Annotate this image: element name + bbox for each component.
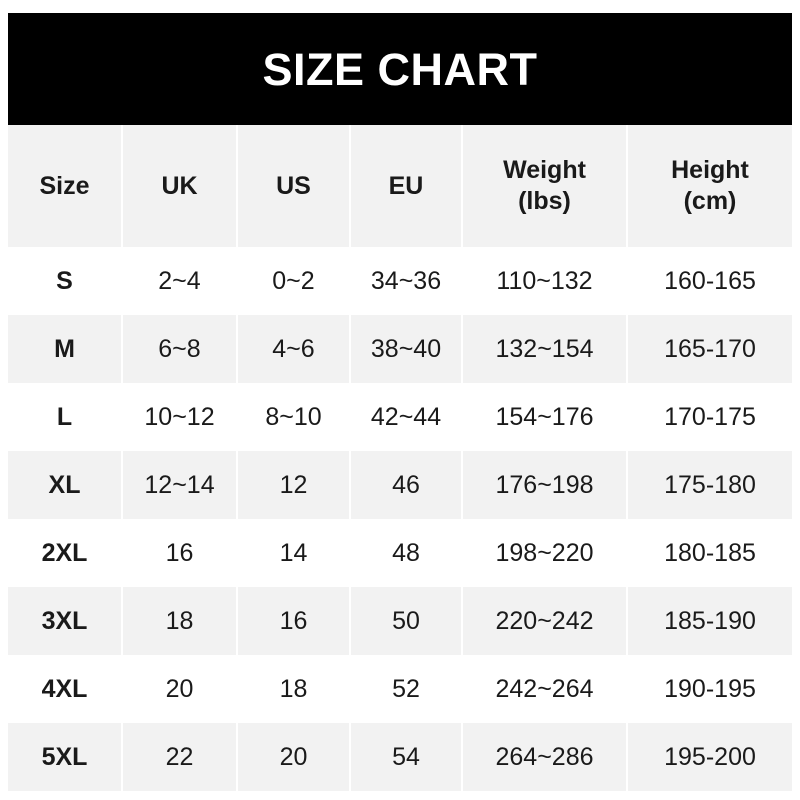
column-header-label: Weight (503, 156, 586, 184)
cell-weight: 242~264 (462, 655, 628, 723)
cell-us: 4~6 (237, 315, 351, 383)
cell-height: 175-180 (664, 470, 756, 499)
cell-us: 14 (237, 519, 351, 587)
cell-eu: 54 (350, 723, 463, 791)
table-row: M 6~8 4~6 38~40 132~154 165-170 (8, 315, 792, 383)
cell-eu: 52 (350, 655, 463, 723)
table-row: L 10~12 8~10 42~44 154~176 170-175 (8, 383, 792, 451)
table-row: 2XL 16 14 48 198~220 180-185 (8, 519, 792, 587)
cell-weight: 220~242 (462, 587, 628, 655)
column-header-label: EU (388, 171, 424, 200)
column-header-label: UK (161, 171, 198, 200)
cell-size: S (8, 247, 123, 315)
cell-uk: 18 (122, 587, 238, 655)
cell-uk: 12~14 (122, 451, 238, 519)
column-header-uk: UK (122, 125, 238, 247)
cell-uk: 2~4 (122, 247, 238, 315)
cell-size: 2XL (8, 519, 123, 587)
table-body: S 2~4 0~2 34~36 110~132 160-165 M 6~8 4~6 38~40 13… (8, 247, 792, 791)
cell-height: 160-165 (664, 266, 756, 295)
table-row: XL 12~14 12 46 176~198 175-180 (8, 451, 792, 519)
cell-eu: 34~36 (350, 247, 463, 315)
cell-weight: 132~154 (462, 315, 628, 383)
cell-weight: 176~198 (462, 451, 628, 519)
cell-uk: 6~8 (122, 315, 238, 383)
cell-eu: 38~40 (350, 315, 463, 383)
cell-uk: 10~12 (122, 383, 238, 451)
cell-eu: 50 (350, 587, 463, 655)
cell-weight: 110~132 (462, 247, 628, 315)
cell-uk: 22 (122, 723, 238, 791)
cell-us: 8~10 (237, 383, 351, 451)
cell-weight: 154~176 (462, 383, 628, 451)
column-header-label: Height (671, 156, 749, 184)
cell-eu: 42~44 (350, 383, 463, 451)
column-header-label: US (276, 171, 311, 200)
cell-size: 4XL (8, 655, 123, 723)
cell-weight: 198~220 (462, 519, 628, 587)
cell-us: 18 (237, 655, 351, 723)
page-title: SIZE CHART (262, 43, 538, 95)
table-row: 3XL 18 16 50 220~242 185-190 (8, 587, 792, 655)
cell-size: 3XL (8, 587, 123, 655)
cell-height: 195-200 (664, 742, 756, 771)
table-header-row: Size UK US EU Weight (lbs) Height (cm) (8, 125, 792, 247)
cell-height: 190-195 (664, 674, 756, 703)
cell-uk: 20 (122, 655, 238, 723)
column-header-unit: (lbs) (518, 187, 571, 215)
cell-height: 165-170 (664, 334, 756, 363)
column-header-unit: (cm) (683, 187, 737, 215)
column-header-label: Size (39, 171, 90, 200)
table-row: 5XL 22 20 54 264~286 195-200 (8, 723, 792, 791)
table-row: S 2~4 0~2 34~36 110~132 160-165 (8, 247, 792, 315)
size-chart-card: SIZE CHART Size UK US EU Weight (lbs) Height (c… (8, 13, 792, 791)
size-chart-table: Size UK US EU Weight (lbs) Height (cm) S 2~4 0~2 3… (8, 125, 792, 791)
cell-weight: 264~286 (462, 723, 628, 791)
table-row: 4XL 20 18 52 242~264 190-195 (8, 655, 792, 723)
cell-size: L (8, 383, 123, 451)
chart-banner: SIZE CHART (8, 13, 792, 125)
column-header-height: Height (cm) (627, 125, 792, 247)
column-header-eu: EU (350, 125, 463, 247)
column-header-weight: Weight (lbs) (462, 125, 628, 247)
cell-size: XL (8, 451, 123, 519)
cell-height: 185-190 (664, 606, 756, 635)
cell-uk: 16 (122, 519, 238, 587)
cell-us: 16 (237, 587, 351, 655)
cell-us: 12 (237, 451, 351, 519)
cell-size: M (8, 315, 123, 383)
cell-height: 180-185 (664, 538, 756, 567)
cell-eu: 46 (350, 451, 463, 519)
cell-size: 5XL (8, 723, 123, 791)
column-header-us: US (237, 125, 351, 247)
column-header-size: Size (8, 125, 123, 247)
cell-height: 170-175 (664, 402, 756, 431)
cell-us: 20 (237, 723, 351, 791)
cell-us: 0~2 (237, 247, 351, 315)
cell-eu: 48 (350, 519, 463, 587)
